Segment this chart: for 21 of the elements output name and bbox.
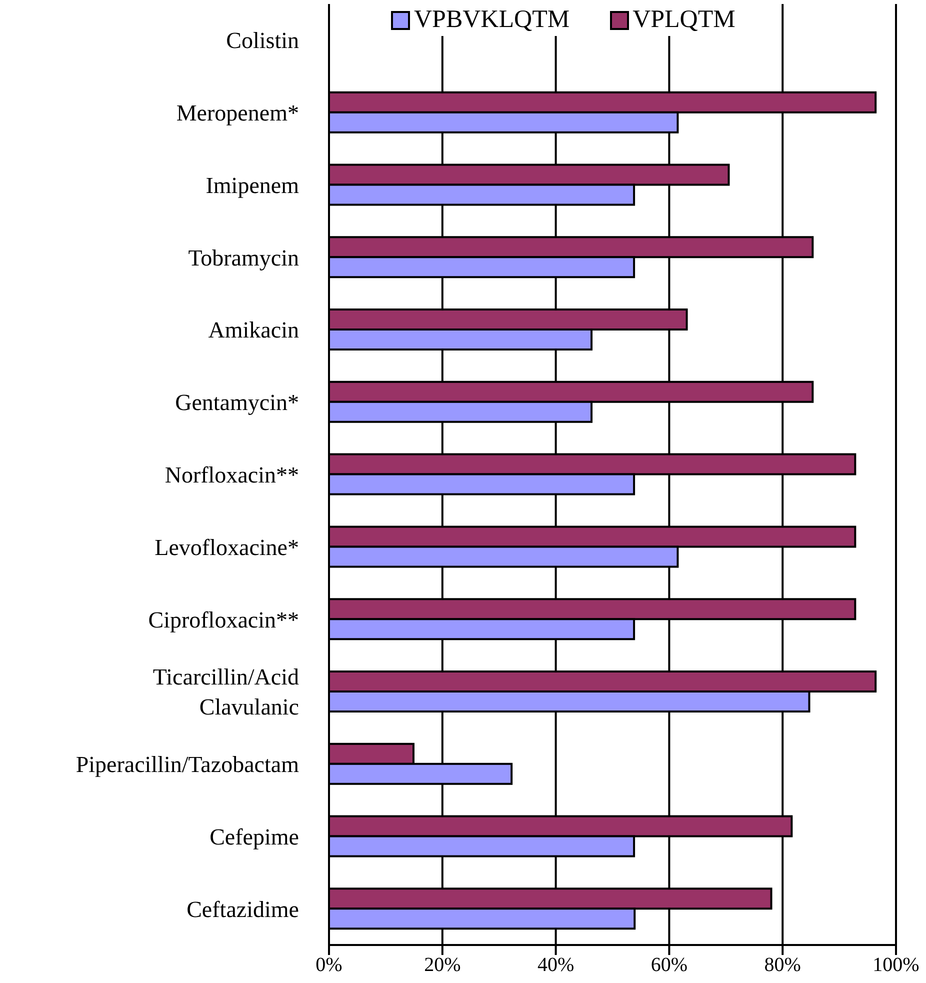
x-tick-label: 20%	[424, 954, 461, 976]
y-tick-label: Cefepime	[210, 824, 299, 849]
y-tick-label: Piperacillin/Tazobactam	[76, 752, 300, 777]
y-tick-label: Norfloxacin**	[164, 462, 299, 487]
x-tick-label: 0%	[316, 954, 342, 976]
y-tick-label: Imipenem	[206, 172, 300, 198]
legend-label: VPLQTM	[632, 5, 736, 35]
y-tick-label: Ceftazidime	[186, 896, 299, 922]
y-tick-label: Amikacin	[208, 317, 300, 342]
x-tick-label: 60%	[650, 954, 688, 976]
y-tick-label: Colistin	[226, 28, 300, 53]
y-tick-label: Ciprofloxacin**	[148, 606, 299, 632]
legend-label: VPBVKLQTM	[414, 5, 570, 35]
y-tick-label: Meropenem*	[176, 100, 299, 126]
x-tick-label: 40%	[537, 954, 574, 976]
y-tick-label: Tobramycin	[188, 244, 300, 270]
x-tick-label: 100%	[872, 954, 920, 976]
y-tick-label: Ticarcillin/Acid Clavulanic	[152, 664, 300, 720]
y-tick-label: Levofloxacine*	[154, 534, 299, 560]
y-tick-label: Gentamycin*	[175, 390, 299, 415]
x-tick-label: 80%	[764, 954, 801, 976]
